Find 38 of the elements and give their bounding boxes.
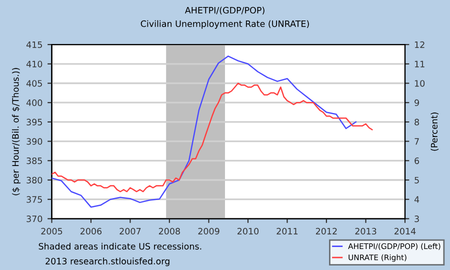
y2-tick-label: 10 [414, 80, 425, 87]
line-series [52, 56, 357, 208]
chart-title: AHETPI/(GDP/POP) [184, 6, 264, 15]
y-tick-label: 395 [26, 118, 42, 126]
y-tick-label: 380 [26, 176, 42, 184]
y-tick-label: 385 [26, 157, 42, 164]
y-tick-label: 405 [26, 80, 42, 87]
y-tick-label: 410 [26, 60, 42, 68]
x-tick-label: 2011 [276, 228, 298, 234]
text: 2013 research.stlouisfed.org [46, 258, 170, 266]
y2-axis-title: (Percent) [430, 112, 439, 151]
x-tick-label: 2005 [41, 228, 62, 234]
x-tick-label: 2014 [394, 228, 416, 234]
y2-tick-label: 7 [414, 138, 419, 145]
y2-tick-label: 6 [414, 157, 420, 164]
y2-tick-label: 4 [414, 196, 420, 203]
line-series [52, 82, 373, 192]
y2-tick-label: 3 [414, 216, 419, 222]
text: Shaded areas indicate US recessions. [38, 242, 202, 250]
y-tick-label: 400 [26, 99, 42, 106]
y-tick-label: 415 [26, 41, 42, 48]
y-tick-label: 370 [26, 216, 42, 222]
y-tick-label: 375 [26, 196, 42, 203]
x-tick-label: 2006 [80, 228, 102, 234]
y2-tick-label: 8 [414, 118, 419, 126]
x-tick-label: 2009 [198, 228, 220, 234]
x-tick-label: 2012 [316, 228, 337, 234]
y2-tick-label: 9 [414, 99, 419, 106]
x-tick-label: 2013 [355, 228, 376, 234]
y-tick-label: 390 [26, 138, 42, 145]
chart-subtitle: Civilian Unemployment Rate (UNRATE) [140, 20, 309, 29]
x-tick-label: 2008 [158, 228, 180, 234]
y2-tick-label: 11 [414, 60, 424, 68]
y-axis-title: ($ per Hour/(Bil. of $/Thous.)) [12, 68, 20, 196]
y2-tick-label: 12 [414, 41, 424, 48]
x-tick-label: 2010 [237, 228, 259, 234]
x-tick-label: 2007 [120, 228, 141, 234]
y2-tick-label: 5 [414, 176, 419, 184]
